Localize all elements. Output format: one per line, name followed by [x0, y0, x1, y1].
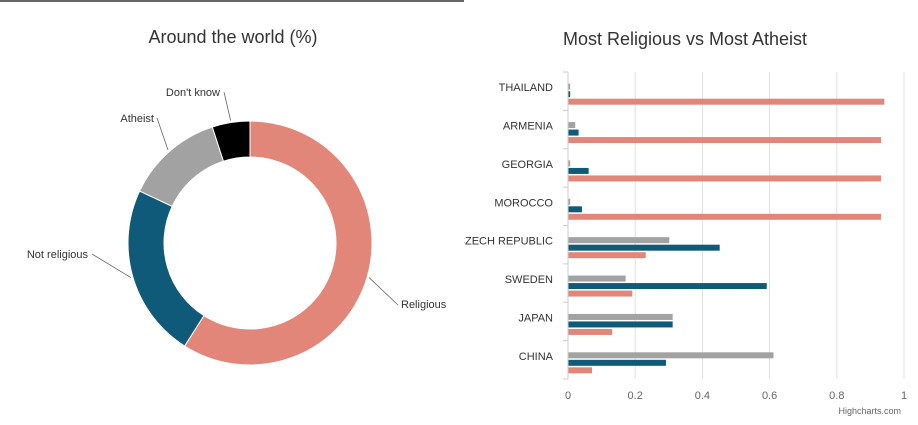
- category-label-armenia: ARMENIA: [503, 121, 554, 133]
- bar-marks: [568, 83, 885, 374]
- bar-armenia-series-2[interactable]: [568, 129, 579, 136]
- category-label-georgia: GEORGIA: [502, 159, 554, 171]
- bar-morocco-series-3[interactable]: [568, 213, 881, 220]
- bar-china-series-2[interactable]: [568, 359, 666, 366]
- x-tick-label: 0: [565, 390, 571, 402]
- x-tick-label: 0.4: [695, 390, 710, 402]
- bar-georgia-series-2[interactable]: [568, 167, 589, 174]
- bar-japan-series-1[interactable]: [568, 313, 673, 320]
- bar-gridlines: [563, 71, 905, 380]
- bar-morocco-series-2[interactable]: [568, 206, 582, 213]
- bar-sweden-series-2[interactable]: [568, 283, 767, 290]
- bar-thailand-series-1[interactable]: [568, 83, 571, 90]
- bar-china-series-1[interactable]: [568, 352, 774, 359]
- bar-china-series-3[interactable]: [568, 367, 593, 374]
- bar-thailand-series-3[interactable]: [568, 98, 885, 105]
- x-tick-label: 0.2: [628, 390, 643, 402]
- bar-czech-republic-series-2[interactable]: [568, 244, 720, 251]
- bar-georgia-series-1[interactable]: [568, 160, 571, 167]
- pie-label-not-religious: Not religious: [27, 249, 89, 261]
- top-divider: [0, 0, 464, 2]
- pie-connector-religious: [368, 277, 399, 306]
- bar-thailand-series-2[interactable]: [568, 91, 571, 98]
- pie-connector-atheist: [156, 117, 169, 151]
- pie-connector-don-t-know: [223, 91, 231, 121]
- pie-slice-not-religious[interactable]: [127, 190, 205, 347]
- category-label-china: CHINA: [519, 351, 554, 363]
- bar-georgia-series-3[interactable]: [568, 175, 881, 182]
- bar-sweden-series-1[interactable]: [568, 275, 626, 282]
- bar-title: Most Religious vs Most Atheist: [563, 29, 807, 49]
- pie-label-don-t-know: Don't know: [166, 87, 220, 99]
- category-label-japan: JAPAN: [518, 312, 553, 324]
- pie-chart: Around the world (%) Religious Not religi…: [27, 27, 447, 366]
- pie-label-religious: Religious: [401, 299, 447, 311]
- x-tick-labels: 0 0.2 0.4 0.6 0.8 1: [565, 390, 907, 402]
- pie-label-atheist: Atheist: [120, 113, 154, 125]
- pie-connector-not-religious: [91, 253, 132, 278]
- x-tick-label: 1: [901, 390, 907, 402]
- bar-sweden-series-3[interactable]: [568, 290, 633, 297]
- pie-title: Around the world (%): [148, 27, 317, 47]
- bar-czech-republic-series-3[interactable]: [568, 252, 646, 259]
- x-tick-label: 0.6: [762, 390, 777, 402]
- bar-armenia-series-1[interactable]: [568, 122, 576, 129]
- pie-slice-don-t-know[interactable]: [211, 120, 251, 162]
- category-labels: THAILAND ARMENIA GEORGIA MOROCCO CZECH REPUB…: [464, 82, 554, 363]
- bar-japan-series-2[interactable]: [568, 321, 673, 328]
- category-label-sweden: SWEDEN: [505, 274, 553, 286]
- x-tick-label: 0.8: [829, 390, 844, 402]
- bar-chart: Most Religious vs Most Atheist THAILAND A…: [464, 29, 907, 416]
- bar-armenia-series-3[interactable]: [568, 137, 881, 144]
- bar-czech-republic-series-1[interactable]: [568, 237, 670, 244]
- category-label-thailand: THAILAND: [499, 82, 553, 94]
- pie-slices: [127, 120, 373, 366]
- pie-labels: Religious Not religious Atheist Don't know: [27, 87, 447, 311]
- credits-link[interactable]: Highcharts.com: [838, 406, 901, 416]
- category-label-czech-republic: CZECH REPUBLIC: [464, 236, 553, 248]
- pie-slice-religious[interactable]: [183, 120, 373, 366]
- category-label-morocco: MOROCCO: [494, 197, 553, 209]
- pie-slice-atheist[interactable]: [138, 126, 225, 208]
- bar-morocco-series-1[interactable]: [568, 198, 571, 205]
- bar-japan-series-3[interactable]: [568, 328, 613, 335]
